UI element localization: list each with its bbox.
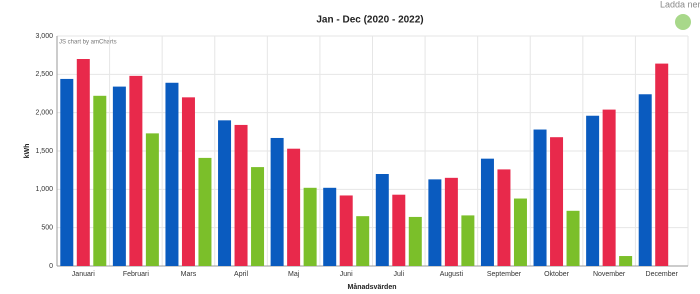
y-tick-label: 3,000 <box>35 33 53 40</box>
x-tick-label: Mars <box>181 271 197 278</box>
bar <box>550 137 564 266</box>
bar <box>339 195 353 266</box>
y-tick-label: 1,000 <box>35 186 53 193</box>
chart-title: Jan - Dec (2020 - 2022) <box>316 15 423 26</box>
download-button[interactable]: Ladda ner <box>660 0 700 9</box>
x-tick-label: September <box>487 271 522 278</box>
bar <box>375 174 389 266</box>
bar <box>60 78 74 266</box>
x-tick-label: Februari <box>123 271 150 278</box>
bar <box>408 216 422 266</box>
bar <box>181 97 195 266</box>
y-tick-label: 500 <box>41 225 53 232</box>
x-tick-label: Juni <box>340 271 353 278</box>
bar <box>602 109 616 266</box>
download-icon[interactable] <box>675 14 691 30</box>
bar <box>356 216 370 266</box>
bar <box>218 120 232 266</box>
bar <box>392 194 406 266</box>
bar <box>461 215 475 266</box>
bar <box>303 187 317 266</box>
bar <box>165 82 179 267</box>
x-axis-title: Månadsvärden <box>347 283 396 291</box>
y-tick-label: 0 <box>49 263 53 270</box>
bar <box>428 179 442 266</box>
bar <box>112 86 126 266</box>
bar <box>270 137 284 266</box>
bar <box>619 256 633 266</box>
x-tick-label: Maj <box>288 271 300 278</box>
bar <box>638 94 652 267</box>
bar <box>93 95 107 266</box>
x-tick-label: Januari <box>72 271 95 278</box>
bar <box>145 133 159 266</box>
x-tick-label: November <box>593 271 626 278</box>
bar <box>480 158 494 266</box>
y-axis-title: kWh <box>24 144 31 159</box>
bar <box>287 148 301 266</box>
bar <box>533 129 547 266</box>
bar <box>251 167 265 266</box>
bar <box>655 63 669 266</box>
bar <box>323 187 337 266</box>
credit: JS chart by amCharts <box>59 40 117 46</box>
x-tick-label: April <box>234 271 248 278</box>
bar <box>586 115 600 266</box>
bar <box>198 157 212 266</box>
y-tick-label: 2,500 <box>35 71 53 78</box>
x-tick-label: Oktober <box>544 271 570 278</box>
bar <box>76 59 90 266</box>
bar <box>234 124 248 266</box>
x-tick-label: Juli <box>394 271 405 278</box>
bar <box>513 198 527 266</box>
bar <box>129 75 143 266</box>
x-tick-label: December <box>646 271 679 278</box>
y-tick-label: 2,000 <box>35 110 53 117</box>
bar <box>497 169 511 266</box>
y-tick-label: 1,500 <box>35 148 53 155</box>
bar <box>566 210 580 266</box>
x-tick-label: Augusti <box>440 271 464 278</box>
bar <box>444 177 458 266</box>
